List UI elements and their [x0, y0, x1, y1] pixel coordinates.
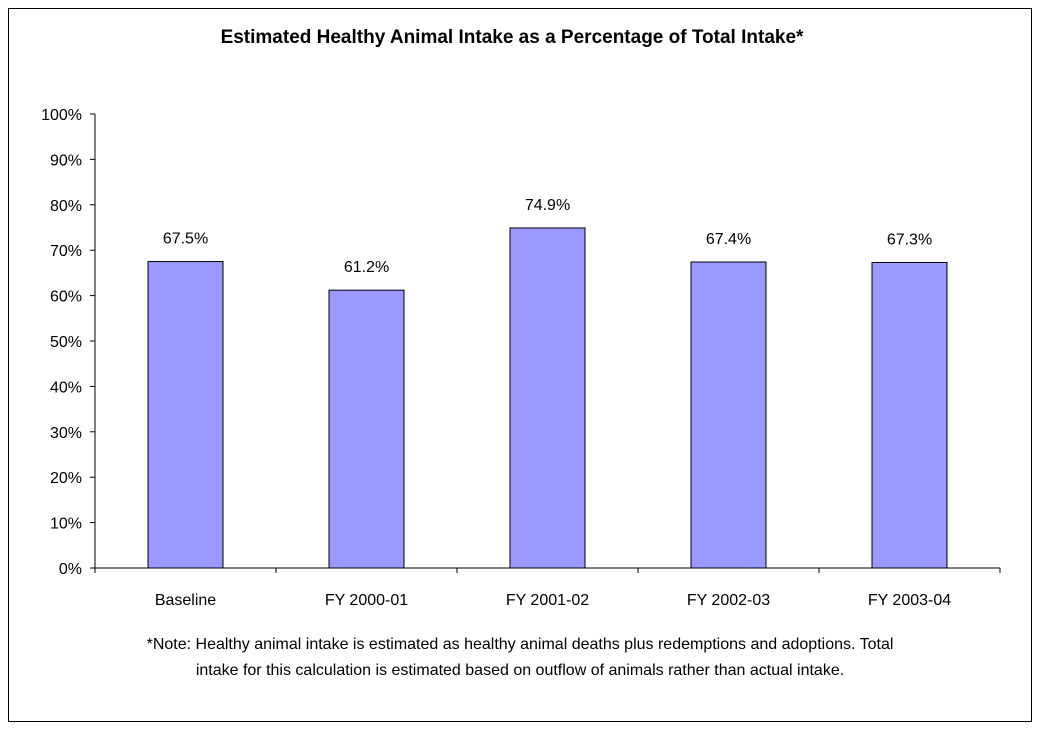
x-tick-label: FY 2000-01 [325, 592, 408, 609]
data-label: 61.2% [344, 259, 389, 276]
data-label: 67.3% [887, 231, 932, 248]
y-tick-label: 90% [50, 152, 82, 169]
y-tick-label: 20% [50, 470, 82, 487]
bar [147, 261, 224, 569]
y-tick-label: 60% [50, 289, 82, 306]
x-tick-label: FY 2003-04 [868, 592, 951, 609]
y-tick-label: 50% [50, 334, 82, 351]
y-tick-label: 70% [50, 243, 82, 260]
y-tick-label: 0% [59, 561, 82, 578]
bar [509, 227, 586, 569]
data-label: 74.9% [525, 197, 570, 214]
y-tick-label: 80% [50, 198, 82, 215]
y-tick-label: 10% [50, 516, 82, 533]
data-label: 67.5% [163, 231, 208, 248]
x-tick-label: Baseline [155, 592, 216, 609]
bar [690, 261, 767, 569]
x-tick-label: FY 2001-02 [506, 592, 589, 609]
y-tick-label: 30% [50, 425, 82, 442]
y-tick-label: 40% [50, 379, 82, 396]
note-line-1: *Note: Healthy animal intake is estimate… [146, 636, 894, 653]
bar [328, 289, 405, 569]
bar [871, 261, 948, 569]
data-label: 67.4% [706, 231, 751, 248]
chart-title: Estimated Healthy Animal Intake as a Per… [220, 27, 804, 48]
chart-note: *Note: Healthy animal intake is estimate… [0, 632, 1040, 684]
y-tick-label: 100% [41, 107, 82, 124]
note-line-2: intake for this calculation is estimated… [195, 662, 845, 679]
x-tick-label: FY 2002-03 [687, 592, 770, 609]
